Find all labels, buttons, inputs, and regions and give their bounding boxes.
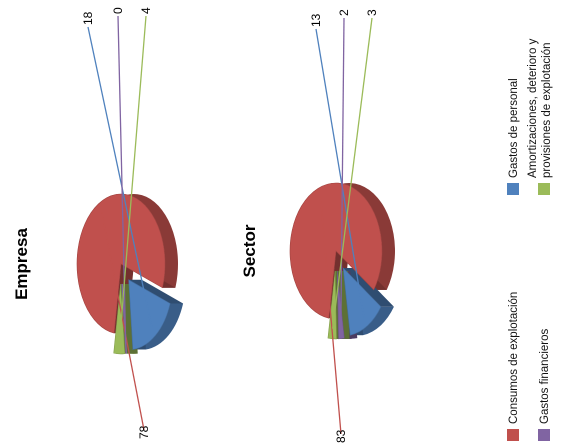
leader-line-sector-personal xyxy=(315,28,365,318)
legend-item-personal: Gastos de personal xyxy=(507,78,520,195)
data-label-sector-consumos: 83 xyxy=(334,429,348,443)
pie-slice-sector-consumos xyxy=(289,182,383,319)
leader-line-sector-consumos xyxy=(320,197,342,435)
legend-label-consumos: Consumos de explotación xyxy=(508,292,520,424)
legend: Consumos de explotación Gastos financier… xyxy=(507,38,553,441)
legend-label-personal: Gastos de personal xyxy=(508,78,520,178)
data-label-empresa-consumos: 78 xyxy=(137,425,151,439)
leader-lines-sector xyxy=(315,17,373,435)
legend-item-financieros: Gastos financieros xyxy=(538,329,551,441)
legend-item-amortizaciones: Amortizaciones, deterioro y provisiones … xyxy=(527,38,553,195)
legend-label-financieros: Gastos financieros xyxy=(539,329,551,424)
data-label-sector-personal: 13 xyxy=(309,13,323,27)
data-label-sector-amortizaciones: 3 xyxy=(365,9,379,16)
data-label-sector-financieros: 2 xyxy=(337,9,351,16)
legend-swatch-personal xyxy=(507,183,519,195)
pie-slice-empresa-amortizaciones xyxy=(113,283,126,355)
legend-swatch-consumos xyxy=(507,429,519,441)
legend-swatch-amortizaciones xyxy=(538,183,550,195)
leader-line-sector-financieros xyxy=(340,17,345,329)
leader-line-sector-amortizaciones xyxy=(332,17,373,329)
leader-line-empresa-personal xyxy=(87,26,153,327)
leader-lines-empresa xyxy=(87,15,153,431)
pie-chart-empresa: Empresa 78 18 0 4 xyxy=(12,7,184,439)
chart-title-empresa: Empresa xyxy=(12,228,31,300)
legend-label-amortizaciones-line2: provisiones de explotación xyxy=(541,42,553,178)
pie-side-empresa-personal xyxy=(132,303,184,350)
legend-item-consumos: Consumos de explotación xyxy=(507,292,520,441)
leader-line-empresa-amortizaciones xyxy=(118,15,147,344)
data-label-empresa-financieros: 0 xyxy=(111,7,125,14)
data-label-empresa-personal: 18 xyxy=(81,11,95,25)
leader-line-empresa-consumos xyxy=(101,212,145,431)
data-label-empresa-amortizaciones: 4 xyxy=(139,7,153,14)
legend-swatch-financieros xyxy=(538,429,550,441)
chart-title-sector: Sector xyxy=(240,224,259,277)
pie-slice-empresa-consumos xyxy=(76,193,166,334)
pie-slice-sector-personal xyxy=(342,267,382,336)
pie-chart-sector: Sector 83 13 2 3 xyxy=(240,9,395,443)
legend-label-amortizaciones-line1: Amortizaciones, deterioro y xyxy=(527,38,539,178)
rotated-chart-area: Empresa 78 18 0 4 Sector 83 13 2 3 Consu… xyxy=(12,7,553,443)
